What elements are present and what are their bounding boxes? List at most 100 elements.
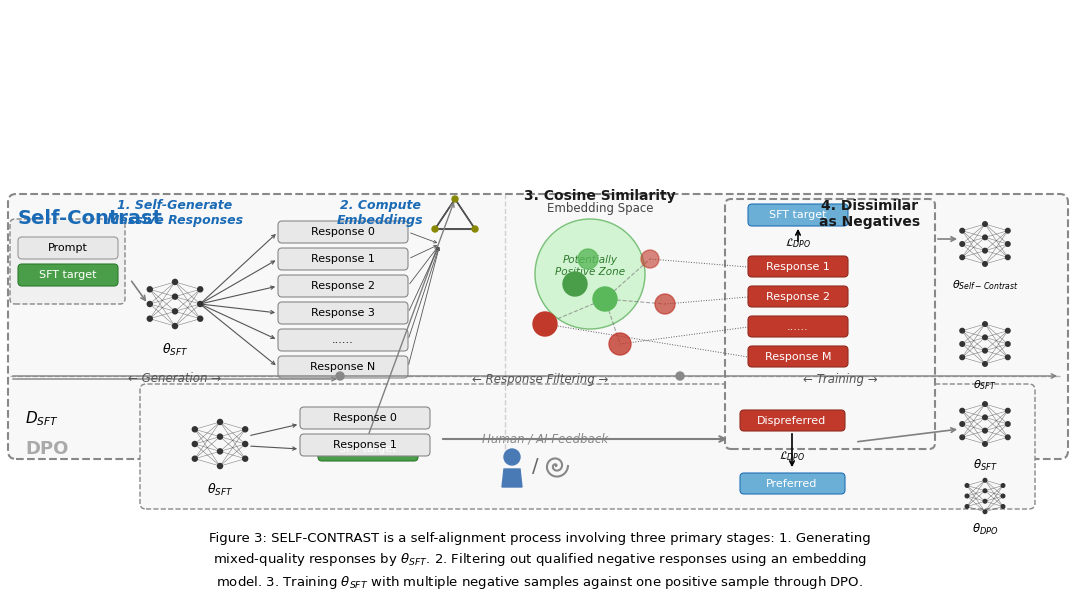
Circle shape — [217, 449, 222, 454]
Text: $\theta_{SFT}$: $\theta_{SFT}$ — [162, 342, 188, 358]
Text: 4. Dissimilar
as Negatives: 4. Dissimilar as Negatives — [820, 199, 920, 229]
Text: Response 2: Response 2 — [766, 292, 831, 302]
Circle shape — [983, 499, 987, 503]
Circle shape — [243, 427, 247, 432]
Text: ← Training →: ← Training → — [802, 373, 877, 386]
Circle shape — [1001, 494, 1004, 498]
Circle shape — [960, 422, 964, 426]
Circle shape — [1005, 435, 1010, 440]
FancyBboxPatch shape — [740, 473, 845, 494]
Circle shape — [960, 255, 964, 260]
Circle shape — [1005, 355, 1010, 360]
Circle shape — [1005, 328, 1010, 333]
Text: Response 3: Response 3 — [311, 308, 375, 318]
Circle shape — [243, 441, 247, 446]
FancyBboxPatch shape — [278, 329, 408, 351]
Text: Response 1: Response 1 — [333, 440, 397, 450]
Circle shape — [593, 287, 617, 311]
Circle shape — [983, 429, 987, 433]
FancyBboxPatch shape — [8, 194, 1068, 459]
Circle shape — [983, 222, 987, 227]
Text: $\theta_{SFT}$: $\theta_{SFT}$ — [973, 378, 997, 392]
Circle shape — [983, 322, 987, 326]
FancyBboxPatch shape — [740, 410, 845, 431]
Text: Human / AI Feedback: Human / AI Feedback — [482, 432, 608, 446]
FancyBboxPatch shape — [318, 436, 418, 461]
Text: $D_{SFT}$: $D_{SFT}$ — [25, 410, 58, 429]
Circle shape — [198, 301, 203, 306]
Circle shape — [960, 342, 964, 346]
Circle shape — [432, 226, 438, 232]
Circle shape — [960, 228, 964, 233]
Text: ← Response Filtering →: ← Response Filtering → — [472, 373, 608, 386]
Circle shape — [983, 362, 987, 366]
Circle shape — [983, 415, 987, 419]
FancyBboxPatch shape — [278, 302, 408, 324]
FancyBboxPatch shape — [278, 275, 408, 297]
Text: /: / — [531, 456, 538, 475]
Text: $\theta_{Self-Contrast}$: $\theta_{Self-Contrast}$ — [951, 278, 1018, 292]
Circle shape — [960, 408, 964, 413]
FancyBboxPatch shape — [18, 264, 118, 286]
Circle shape — [966, 505, 969, 508]
FancyBboxPatch shape — [748, 204, 848, 226]
Text: $\theta_{SFT}$: $\theta_{SFT}$ — [973, 458, 997, 473]
Circle shape — [1005, 422, 1010, 426]
Text: Response M: Response M — [765, 352, 832, 362]
Circle shape — [676, 372, 684, 380]
Text: Response 2: Response 2 — [311, 281, 375, 291]
Text: Embedding Space: Embedding Space — [546, 202, 653, 215]
Text: $\mathcal{L}_{DPO}$: $\mathcal{L}_{DPO}$ — [785, 236, 811, 250]
Circle shape — [504, 449, 519, 465]
Circle shape — [1001, 505, 1004, 508]
Circle shape — [472, 226, 478, 232]
Circle shape — [147, 287, 152, 292]
Circle shape — [147, 316, 152, 321]
Circle shape — [983, 348, 987, 353]
Text: Figure 3: SELF-CONTRAST is a self-alignment process involving three primary stag: Figure 3: SELF-CONTRAST is a self-alignm… — [210, 532, 870, 591]
Text: Response 0: Response 0 — [311, 227, 375, 237]
Text: 2. Compute
Embeddings: 2. Compute Embeddings — [337, 199, 423, 227]
FancyBboxPatch shape — [10, 219, 125, 304]
Circle shape — [173, 279, 177, 284]
FancyBboxPatch shape — [748, 346, 848, 367]
FancyBboxPatch shape — [748, 256, 848, 277]
Text: ......: ...... — [333, 335, 354, 345]
Circle shape — [217, 434, 222, 439]
FancyBboxPatch shape — [748, 286, 848, 307]
FancyBboxPatch shape — [300, 434, 430, 456]
Circle shape — [535, 219, 645, 329]
Circle shape — [192, 427, 198, 432]
Circle shape — [192, 456, 198, 461]
Circle shape — [983, 478, 987, 482]
Circle shape — [563, 272, 588, 296]
Text: $\theta_{SFT}$: $\theta_{SFT}$ — [207, 482, 233, 498]
Circle shape — [960, 242, 964, 246]
Circle shape — [192, 441, 198, 446]
Circle shape — [966, 484, 969, 488]
Circle shape — [1005, 255, 1010, 260]
Circle shape — [983, 249, 987, 253]
Circle shape — [1001, 484, 1004, 488]
Text: 1. Self-Generate
Massive Responses: 1. Self-Generate Massive Responses — [107, 199, 243, 227]
Circle shape — [243, 456, 247, 461]
Circle shape — [198, 316, 203, 321]
Circle shape — [983, 402, 987, 406]
Circle shape — [960, 328, 964, 333]
Text: DPO: DPO — [25, 440, 68, 458]
Circle shape — [960, 355, 964, 360]
Circle shape — [173, 294, 177, 299]
Circle shape — [217, 419, 222, 424]
Circle shape — [336, 372, 345, 380]
Text: Response N: Response N — [310, 362, 376, 372]
Circle shape — [173, 324, 177, 328]
Text: Prompt: Prompt — [49, 243, 87, 253]
FancyBboxPatch shape — [725, 199, 935, 449]
Text: Preferred: Preferred — [767, 479, 818, 489]
Circle shape — [983, 489, 987, 492]
Text: Response 0: Response 0 — [333, 413, 397, 423]
Circle shape — [983, 235, 987, 239]
Circle shape — [1005, 242, 1010, 246]
Text: Response 1: Response 1 — [766, 262, 829, 272]
Text: Dispreferred: Dispreferred — [757, 416, 826, 426]
